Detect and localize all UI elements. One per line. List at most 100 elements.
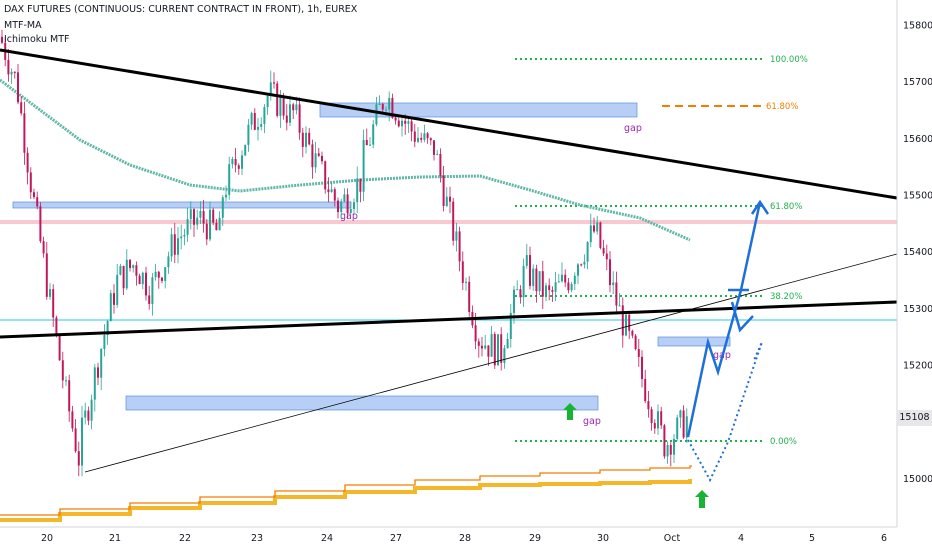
candle-body	[276, 83, 279, 116]
candle-body	[52, 289, 55, 318]
candle-body	[273, 82, 275, 84]
candle-body	[513, 289, 515, 313]
candle-body	[193, 209, 195, 225]
candle-body	[634, 335, 637, 350]
candle-body	[183, 234, 186, 237]
candle-body	[237, 165, 240, 169]
candle-body	[369, 144, 371, 146]
candle-body	[365, 140, 368, 146]
candle-body	[423, 133, 426, 140]
fib-618-top-label: 61.80%	[766, 102, 798, 112]
candle-body	[484, 345, 487, 349]
candle-body	[154, 271, 157, 278]
candle-body	[497, 334, 499, 366]
candle-body	[647, 401, 650, 410]
candle-body	[503, 348, 506, 363]
candle-body	[103, 335, 106, 350]
candle-body	[551, 290, 554, 292]
gap-zone-1	[319, 102, 638, 118]
candle-body	[378, 104, 381, 106]
candle-body	[359, 178, 362, 192]
candle-body	[593, 225, 595, 232]
candle-body	[548, 285, 551, 291]
candle-body	[33, 192, 35, 198]
candle-body	[385, 109, 387, 111]
candle-body	[564, 274, 567, 283]
candle-body	[474, 325, 477, 342]
price-tick-label: 15400	[903, 247, 932, 258]
candle-body	[7, 59, 10, 75]
candle-body	[39, 206, 42, 242]
candle-body	[327, 189, 330, 193]
candle-body	[349, 208, 352, 213]
candle-body	[161, 277, 163, 281]
candle-body	[212, 209, 215, 223]
candle-body	[407, 121, 410, 124]
candle-body	[36, 197, 39, 207]
candle-body	[97, 367, 99, 378]
gap-zone-2	[12, 201, 352, 209]
candle-body	[157, 271, 160, 278]
candle-body	[116, 274, 119, 305]
candle-body	[573, 275, 576, 284]
candle-body	[106, 321, 109, 336]
ichimoku-cloud	[0, 465, 692, 522]
candle-body	[129, 259, 131, 269]
candle-body	[145, 272, 147, 296]
candle-body	[13, 71, 16, 73]
candle-body	[538, 271, 541, 292]
gap-label-1: gap	[624, 123, 642, 134]
candle-body	[260, 124, 263, 127]
candle-body	[413, 131, 416, 142]
candle-body	[205, 223, 208, 240]
fib-382-label: 38.20%	[770, 292, 802, 302]
green-up-arrow-2	[695, 490, 709, 508]
candle-body	[289, 104, 291, 123]
candle-body	[397, 120, 400, 127]
candle-body	[119, 265, 122, 275]
price-tick-label: 15800	[903, 21, 932, 32]
candle-body	[148, 295, 151, 305]
candle-body	[330, 189, 333, 193]
projection-arrow-head	[750, 199, 770, 215]
candle-body	[586, 242, 589, 262]
candle-body	[541, 271, 544, 297]
candle-body	[663, 425, 666, 457]
candle-body	[436, 153, 439, 155]
time-tick-label: 4	[738, 533, 744, 544]
candle-body	[77, 451, 80, 466]
candle-body	[68, 380, 71, 412]
candle-body	[340, 201, 343, 213]
candle-body	[346, 194, 349, 213]
indicator-ichimoku[interactable]: Ichimoku MTF	[4, 34, 70, 45]
candle-body	[279, 97, 282, 116]
time-tick-label: 5	[809, 533, 815, 544]
candle-body	[353, 202, 355, 209]
candle-body	[442, 175, 445, 206]
candle-body	[481, 345, 483, 349]
upper-trendline	[0, 48, 898, 200]
candle-body	[449, 196, 451, 202]
candle-body	[321, 155, 323, 162]
candle-body	[61, 360, 64, 381]
candle-body	[420, 137, 423, 140]
candle-body	[209, 209, 211, 240]
candle-body	[631, 330, 634, 336]
candle-body	[225, 194, 227, 198]
time-axis[interactable]: 20 21 22 23 24 27 28 29 30 Oct 4 5 6	[41, 533, 887, 544]
candle-body	[522, 265, 525, 298]
price-tick-label: 15700	[903, 77, 932, 88]
candle-body	[125, 259, 128, 289]
candle-body	[93, 367, 96, 400]
fib-618-label: 61.80%	[770, 202, 802, 212]
indicator-mtf-ma[interactable]: MTF-MA	[4, 20, 42, 31]
candle-body	[525, 255, 528, 266]
candle-body	[218, 217, 221, 231]
price-tick-label: 15500	[903, 191, 932, 202]
candle-body	[241, 155, 243, 169]
candle-body	[20, 102, 23, 114]
thin-rising-trendline	[84, 253, 898, 473]
candle-body	[55, 317, 58, 335]
candle-body	[557, 281, 560, 283]
